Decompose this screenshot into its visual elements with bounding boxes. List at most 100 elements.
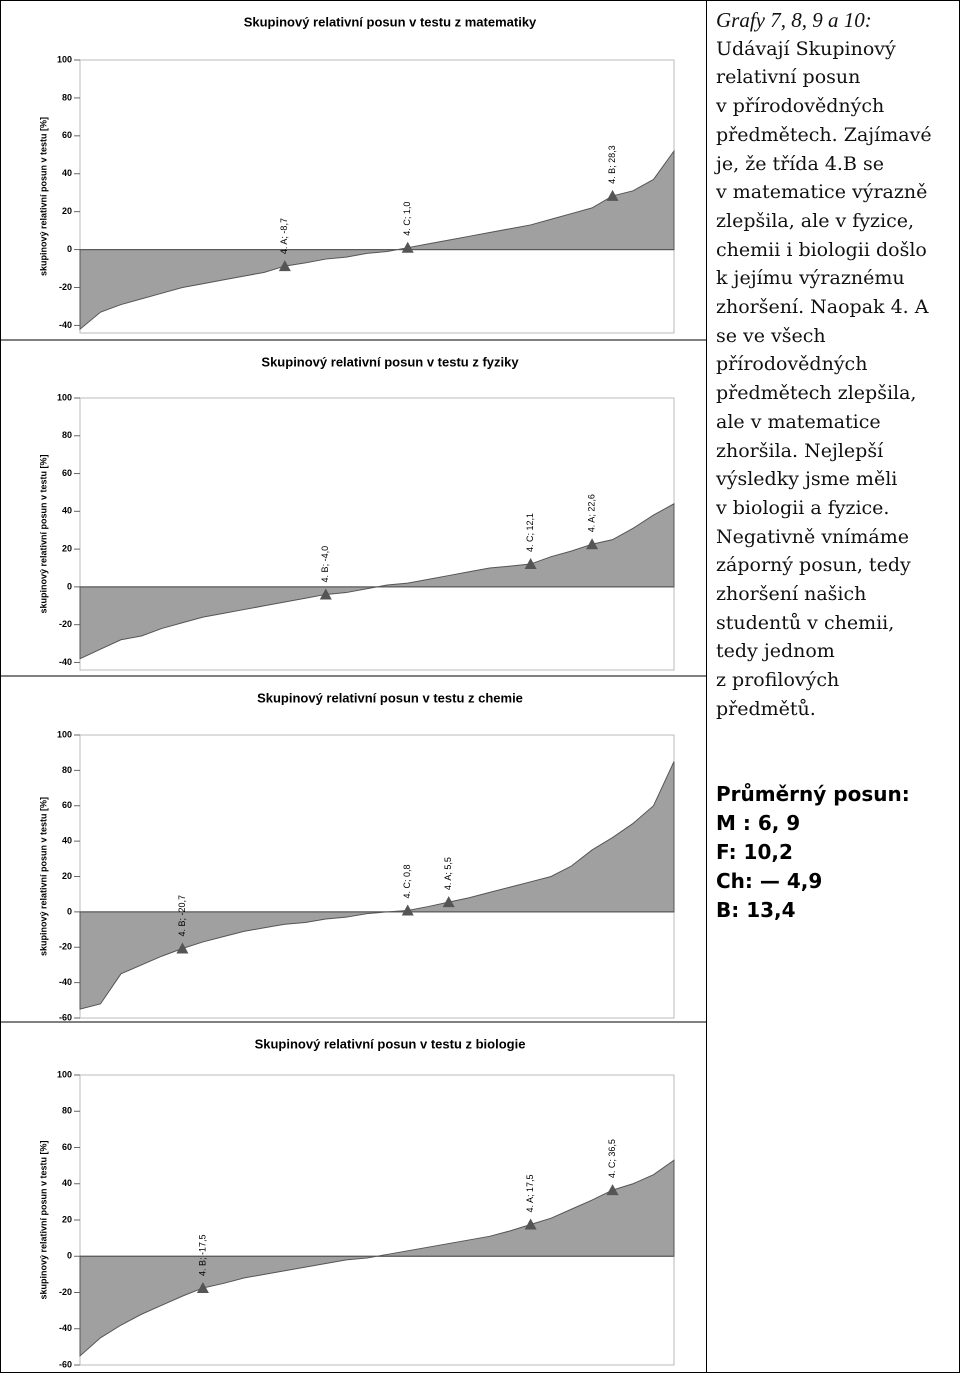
y-tick-label: 40 [62,168,72,178]
text-line: zlepšila, ale v fyzice, [716,209,915,232]
y-tick-label: 0 [67,581,72,591]
y-axis-label: skupinový relativní posun v testu [%] [38,454,48,613]
area [79,502,675,660]
chart-title: Skupinový relativní posun v testu z chem… [257,690,523,705]
y-tick-label: 20 [62,871,72,881]
text-line: v matematice výrazně [716,181,928,204]
plot-frame [79,397,675,671]
chart-title: Skupinový relativní posun v testu z mate… [244,14,537,29]
annotation: 4. B; -17,5 [197,1234,207,1276]
marker [606,1184,619,1196]
text-line: chemii i biologii došlo [716,238,927,261]
text-line: přírodovědných [716,353,868,376]
marker [524,1218,537,1230]
y-tick-label: 80 [62,765,72,775]
y-axis-label: skupinový relativní posun v testu [%] [38,797,48,956]
y-tick-label: 20 [62,1214,72,1224]
marker [176,942,189,954]
summary: Průměrný posun: M : 6, 9 F: 10,2 Ch: — 4,9 B… [716,780,910,925]
text-line: výsledky jsme měli [716,468,898,491]
annotation: 4. B; -4,0 [320,546,330,583]
text-line: je, že třída 4.B se [716,152,884,175]
text-line: předmětech zlepšila, [716,382,917,405]
marker [196,1281,209,1293]
y-tick-label: -40 [59,977,72,987]
area [79,1159,675,1358]
text-line: studentů v chemii, [716,611,895,634]
text-line: záporný posun, tedy [716,554,911,577]
annotation: 4. A; 5,5 [443,857,453,890]
y-tick-label: 60 [62,800,72,810]
summary-line: F: 10,2 [716,840,793,864]
y-tick-label: -20 [59,1287,72,1297]
annotation: 4. C; 36,5 [607,1139,617,1178]
annotation: 4. C; 0,8 [402,864,412,898]
divider [706,0,707,1373]
marker [606,189,619,201]
plot-frame [79,59,675,334]
text-line: relativní posun [716,66,861,89]
text-line: předmětech. Zajímavé [716,123,932,146]
marker [401,904,414,916]
side-text: Grafy 7, 8, 9 a 10: Udávají Skupinový rel… [716,6,956,724]
y-axis-label: skupinový relativní posun v testu [%] [38,117,48,276]
y-tick-label: -40 [59,657,72,667]
y-tick-label: 60 [62,130,72,140]
y-tick-label: 100 [57,54,72,64]
chart-title: Skupinový relativní posun v testu z fyzi… [261,354,519,369]
annotation: 4. A; 17,5 [525,1175,535,1213]
y-tick-label: 0 [67,906,72,916]
annotation: 4. C; 12,1 [525,513,535,552]
y-tick-label: 60 [62,468,72,478]
y-tick-label: 40 [62,836,72,846]
chart-title: Skupinový relativní posun v testu z biol… [255,1036,526,1051]
text-line: z profilových [716,669,840,692]
text-line: k jejímu výraznému [716,267,905,290]
text-line: ale v matematice [716,410,881,433]
y-tick-label: 20 [62,543,72,553]
text-line: zhoršila. Nejlepší [716,439,884,462]
text-line: v biologii a fyzice. [716,496,890,519]
heading: Grafy 7, 8, 9 a 10: [716,8,872,32]
y-tick-label: -20 [59,619,72,629]
y-tick-label: 60 [62,1142,72,1152]
summary-line: B: 13,4 [716,898,796,922]
annotation: 4. A; -8,7 [279,218,289,254]
area [79,149,675,331]
y-tick-label: -60 [59,1012,72,1022]
summary-line: M : 6, 9 [716,811,801,835]
text-line: Udávají Skupinový [716,37,896,60]
y-tick-label: 80 [62,1106,72,1116]
y-tick-label: -40 [59,1323,72,1333]
marker [401,241,414,253]
summary-line: Průměrný posun: [716,782,910,806]
text-line: Negativně vnímáme [716,525,909,548]
y-tick-label: -20 [59,282,72,292]
y-tick-label: 0 [67,244,72,254]
y-tick-label: 100 [57,392,72,402]
y-tick-label: 80 [62,92,72,102]
summary-line: Ch: — 4,9 [716,869,823,893]
marker [524,558,537,570]
area [79,761,675,1010]
marker [319,588,332,600]
text-line: zhoršení. Naopak 4. A [716,296,929,319]
marker [442,896,455,908]
annotation: 4. B; 28,3 [607,145,617,184]
y-tick-label: 0 [67,1251,72,1261]
text-line: se ve všech [716,324,826,347]
text-line: tedy jednom [716,640,835,663]
annotation: 4. A; 22,6 [586,494,596,532]
text-line: předmětů. [716,697,816,720]
y-tick-label: 40 [62,1178,72,1188]
y-axis-label: skupinový relativní posun v testu [%] [38,1140,48,1299]
y-tick-label: 100 [57,729,72,739]
marker [586,538,599,550]
y-tick-label: 100 [57,1069,72,1079]
text-line: zhoršení našich [716,583,867,606]
y-tick-label: -20 [59,942,72,952]
y-tick-label: -60 [59,1359,72,1369]
y-tick-label: 20 [62,206,72,216]
y-tick-label: 40 [62,506,72,516]
